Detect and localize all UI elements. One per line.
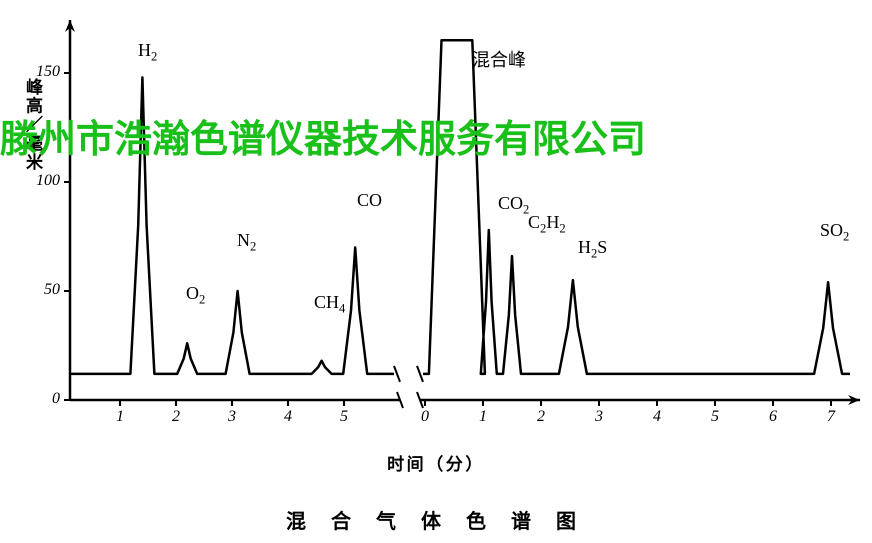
peak-label: SO2 (820, 220, 849, 245)
x-tick: 0 (421, 408, 429, 426)
x-tick: 1 (479, 408, 487, 426)
x-tick: 5 (711, 408, 719, 426)
y-tick: 150 (36, 63, 60, 81)
x-axis-label: 时间（分） (387, 455, 485, 474)
peak-label: H2 (138, 40, 157, 65)
x-tick: 4 (653, 408, 661, 426)
watermark-text: 滕州市浩瀚色谱仪器技术服务有限公司 (0, 108, 646, 163)
x-tick: 4 (284, 408, 292, 426)
x-tick: 3 (228, 408, 236, 426)
x-axis-label-area: 时间（分） (0, 450, 872, 475)
caption-area: 混 合 气 体 色 谱 图 (0, 505, 872, 534)
x-tick: 2 (537, 408, 545, 426)
peak-label: CO (357, 190, 382, 211)
peak-label: C2H2 (528, 212, 566, 237)
x-tick: 1 (116, 408, 124, 426)
x-tick: 2 (172, 408, 180, 426)
x-tick: 6 (769, 408, 777, 426)
peak-label: CO2 (498, 193, 529, 218)
x-tick: 5 (340, 408, 348, 426)
x-tick: 3 (595, 408, 603, 426)
y-tick: 50 (44, 281, 60, 299)
y-tick: 100 (36, 172, 60, 190)
peak-label: H2S (578, 237, 607, 262)
x-tick: 7 (827, 408, 835, 426)
y-tick: 0 (52, 390, 60, 408)
peak-label: O2 (186, 283, 205, 308)
peak-label: 混合峰 (472, 46, 526, 72)
peak-label: CH4 (314, 292, 345, 317)
peak-label: N2 (237, 230, 256, 255)
figure-caption: 混 合 气 体 色 谱 图 (286, 511, 586, 533)
